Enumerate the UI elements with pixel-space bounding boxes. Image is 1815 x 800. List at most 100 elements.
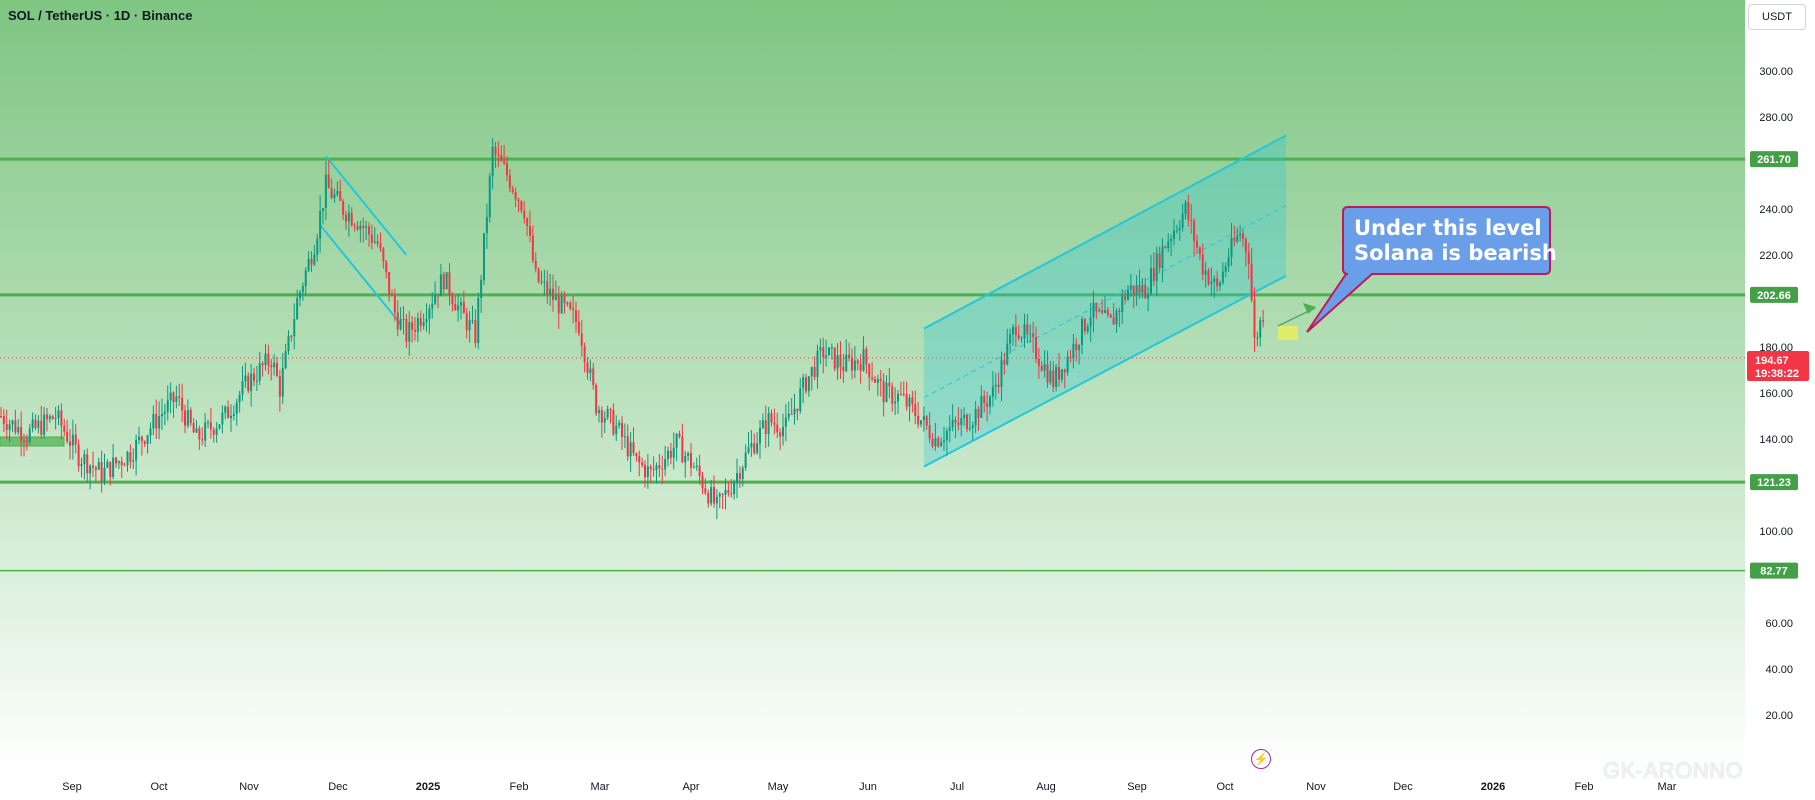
candle-body bbox=[1046, 364, 1049, 383]
candle-body bbox=[1224, 266, 1227, 272]
candle-body bbox=[1158, 253, 1161, 269]
time-label-17: Feb bbox=[1575, 781, 1594, 793]
candle-body bbox=[11, 420, 14, 425]
level-label-0: 261.70 bbox=[1757, 154, 1791, 166]
candle-body bbox=[431, 303, 434, 309]
candle-body bbox=[1152, 268, 1155, 281]
candle-body bbox=[888, 382, 891, 387]
candle-body bbox=[313, 254, 316, 265]
time-axis: Sep Oct Nov Dec 2025 Feb Mar Apr May Jun Jul Aug Sep… bbox=[62, 781, 1677, 793]
candle-body bbox=[793, 408, 796, 415]
candle-body bbox=[957, 422, 960, 425]
candle-body bbox=[526, 218, 529, 227]
candle-body bbox=[968, 427, 971, 430]
candle-body bbox=[894, 401, 897, 404]
lightning-icon[interactable]: ⚡ bbox=[1251, 749, 1271, 769]
candle-body bbox=[273, 362, 276, 368]
candle-body bbox=[707, 492, 710, 504]
candle-body bbox=[140, 436, 143, 442]
candle-body bbox=[485, 217, 488, 234]
candle-body bbox=[1175, 230, 1178, 232]
candle-body bbox=[143, 441, 146, 444]
candle-body bbox=[945, 431, 948, 441]
symbol-title[interactable]: SOL / TetherUS · 1D · Binance bbox=[8, 8, 193, 23]
candle-body bbox=[1227, 257, 1230, 267]
candle-body bbox=[704, 488, 707, 493]
candle-body bbox=[986, 403, 989, 407]
candle-body bbox=[434, 295, 437, 304]
candle-body bbox=[89, 465, 92, 474]
price-tick-8: 100.00 bbox=[1759, 526, 1793, 538]
ascending-channel-lower[interactable] bbox=[923, 274, 1287, 468]
candle-body bbox=[796, 408, 799, 412]
candle-body bbox=[152, 414, 155, 429]
candle-body bbox=[563, 295, 566, 304]
watermark-text: GK-ARONNO bbox=[1603, 758, 1744, 783]
candle-body bbox=[40, 420, 43, 435]
candle-body bbox=[422, 321, 425, 326]
candle-body bbox=[163, 411, 166, 414]
candle-body bbox=[1014, 327, 1017, 336]
candle-body bbox=[1092, 302, 1095, 318]
candle-body bbox=[330, 188, 333, 199]
candle-body bbox=[230, 415, 232, 419]
candle-body bbox=[1247, 252, 1250, 264]
candle-body bbox=[609, 409, 612, 411]
candle-body bbox=[402, 319, 405, 321]
candle-body bbox=[1006, 343, 1009, 365]
ascending-channel-upper[interactable] bbox=[923, 134, 1287, 330]
candle-body bbox=[885, 382, 888, 403]
candle-body bbox=[618, 422, 621, 426]
candle-body bbox=[750, 443, 753, 448]
candle-body bbox=[1141, 284, 1144, 293]
candle-body bbox=[1144, 284, 1147, 299]
candle-body bbox=[646, 466, 649, 478]
candle-body bbox=[261, 363, 264, 366]
candle-body bbox=[506, 163, 508, 176]
descending-channel-upper[interactable] bbox=[325, 155, 408, 256]
candle-body bbox=[345, 214, 347, 222]
candle-body bbox=[189, 409, 192, 424]
candle-body bbox=[123, 465, 126, 467]
candle-body bbox=[790, 413, 793, 415]
candle-body bbox=[759, 427, 761, 444]
candle-body bbox=[34, 419, 37, 428]
candle-body bbox=[399, 319, 402, 330]
candle-body bbox=[799, 388, 802, 412]
candle-body bbox=[178, 396, 181, 398]
candle-body bbox=[1078, 345, 1081, 351]
candle-body bbox=[661, 468, 664, 470]
candle-body bbox=[1072, 343, 1075, 358]
time-label-1: Oct bbox=[150, 781, 167, 793]
candle-body bbox=[1230, 237, 1233, 258]
candle-body bbox=[940, 442, 943, 447]
candle-body bbox=[966, 414, 968, 430]
candle-body bbox=[342, 200, 345, 215]
level-label-3: 82.77 bbox=[1760, 566, 1788, 578]
candle-body bbox=[635, 453, 638, 457]
candle-body bbox=[839, 355, 842, 367]
candle-body bbox=[1026, 324, 1029, 334]
descending-channel-lower[interactable] bbox=[319, 224, 402, 325]
candle-body bbox=[454, 304, 457, 311]
candle-body bbox=[1020, 338, 1023, 340]
candle-body bbox=[474, 320, 477, 343]
horizontal-levels bbox=[0, 157, 1745, 572]
candle-body bbox=[552, 288, 554, 301]
candle-body bbox=[724, 490, 727, 495]
price-axis-background bbox=[1745, 0, 1815, 772]
currency-button[interactable]: USDT bbox=[1748, 4, 1806, 30]
price-tick-9: 60.00 bbox=[1765, 618, 1793, 630]
time-label-10: Jul bbox=[950, 781, 964, 793]
candle-body bbox=[983, 396, 986, 404]
left-zone-box bbox=[0, 436, 65, 447]
candle-body bbox=[448, 272, 451, 296]
candle-body bbox=[629, 442, 632, 457]
candle-body bbox=[1210, 282, 1213, 284]
candle-body bbox=[276, 362, 278, 376]
candle-body bbox=[543, 281, 546, 283]
candle-body bbox=[419, 318, 422, 326]
candle-body bbox=[97, 462, 100, 470]
candle-body bbox=[86, 454, 89, 474]
